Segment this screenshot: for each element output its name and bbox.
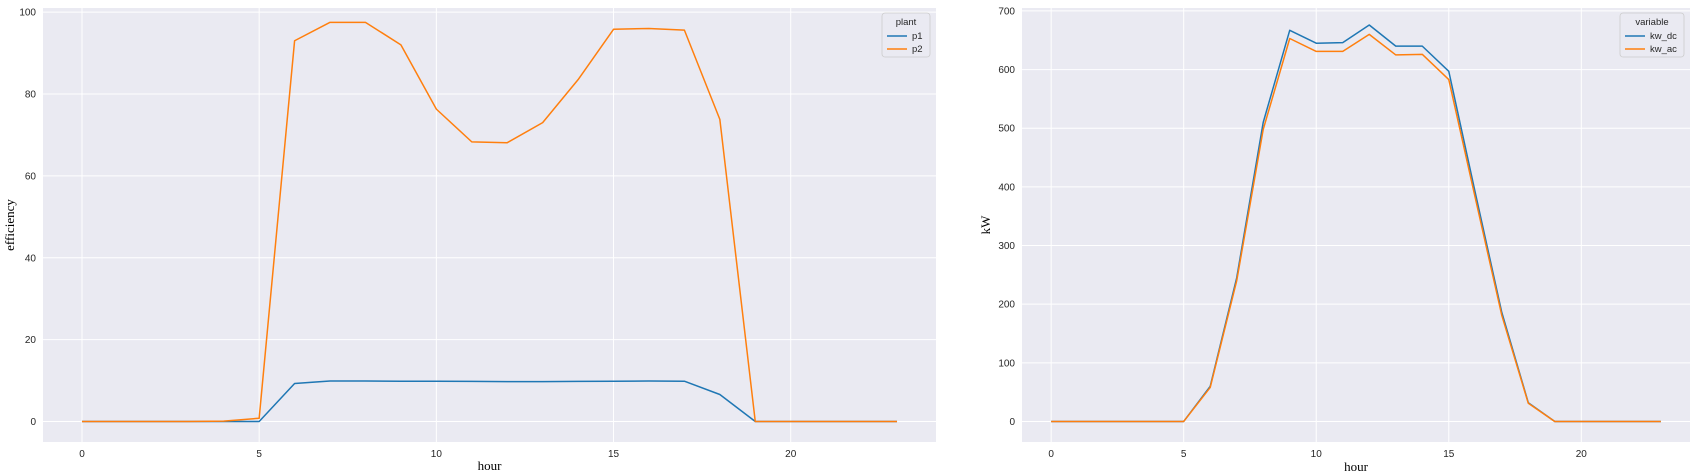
x-tick-label: 5 (1181, 449, 1187, 460)
x-tick-label: 10 (431, 449, 443, 460)
y-tick-label: 100 (19, 8, 36, 19)
legend-title: variable (1635, 17, 1668, 28)
y-tick-label: 500 (998, 124, 1015, 135)
legend-label-p1: p1 (912, 31, 923, 42)
y-tick-label: 40 (25, 253, 37, 264)
y-tick-label: 60 (25, 171, 37, 182)
x-axis-label: hour (478, 458, 503, 473)
series-line-p2 (81, 21, 898, 423)
x-tick-label: 10 (1311, 449, 1323, 460)
plot-area (1022, 8, 1690, 442)
y-tick-label: 100 (998, 358, 1015, 369)
y-tick-label: 200 (998, 300, 1015, 311)
legend-label-kw_ac: kw_ac (1650, 44, 1677, 55)
x-tick-label: 15 (608, 449, 620, 460)
legend-box (881, 12, 931, 58)
y-axis-label: kW (978, 215, 993, 235)
legend: variable kw_dc kw_ac (1619, 12, 1685, 58)
x-tick-label: 20 (1576, 449, 1588, 460)
y-tick-label: 700 (998, 6, 1015, 17)
x-tick-label: 0 (79, 449, 85, 460)
legend-title: plant (896, 17, 917, 28)
x-tick-label: 5 (256, 449, 262, 460)
series-line-kw_ac (1051, 33, 1661, 423)
chart-panel-2: 0 5 10 15 200100200300400500600700hourkWvari… (978, 6, 1690, 474)
legend: plant p1 p2 (881, 12, 931, 58)
x-axis-label: hour (1344, 459, 1369, 474)
y-tick-label: 600 (998, 65, 1015, 76)
legend-box (1619, 12, 1685, 58)
y-tick-label: 400 (998, 182, 1015, 193)
y-tick-label: 0 (1009, 417, 1015, 428)
legend-label-p2: p2 (912, 44, 923, 55)
x-tick-label: 15 (1443, 449, 1455, 460)
y-tick-label: 0 (30, 417, 36, 428)
y-tick-label: 20 (25, 335, 37, 346)
chart-panel-1: 0 5 10 15 20020406080100hourefficiencyplantp… (2, 8, 936, 473)
x-tick-label: 20 (785, 449, 797, 460)
legend-label-kw_dc: kw_dc (1650, 31, 1677, 42)
y-tick-label: 80 (25, 89, 37, 100)
y-axis-label: efficiency (2, 199, 17, 251)
plot-area (43, 8, 936, 442)
y-tick-label: 300 (998, 241, 1015, 252)
x-tick-label: 0 (1048, 449, 1054, 460)
